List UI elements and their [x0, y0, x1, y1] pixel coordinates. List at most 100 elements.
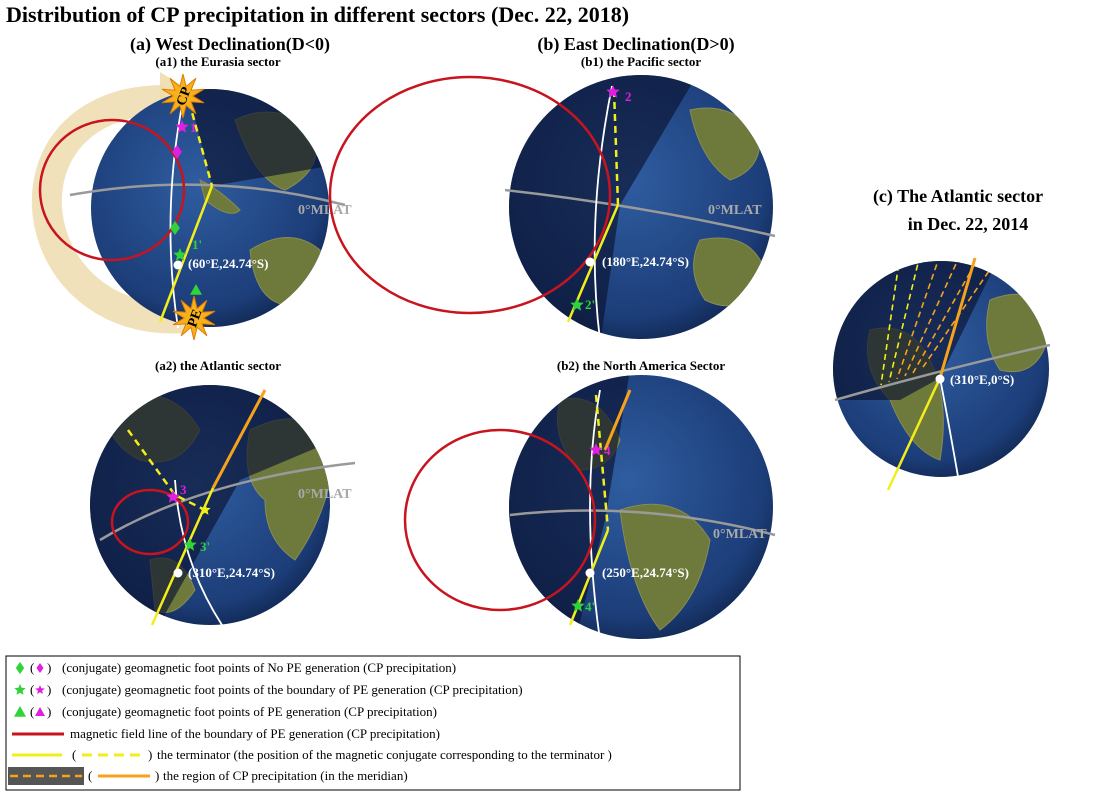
cp-meridian — [603, 389, 632, 451]
foot-point — [175, 120, 189, 133]
point-label: 4 — [604, 443, 611, 458]
location-label: (310°E,24.74°S) — [188, 565, 275, 580]
globe-surface — [90, 385, 330, 625]
meridian — [939, 377, 961, 489]
legend-paren: ( — [30, 660, 34, 675]
panel-heading: (a) West Declination(D<0) — [130, 34, 330, 55]
foot-point — [570, 298, 584, 311]
foot-point — [183, 538, 197, 551]
legend-symbol — [14, 706, 26, 717]
field-line — [328, 75, 612, 315]
legend-paren: ) — [148, 747, 152, 762]
continent — [619, 503, 711, 631]
mlat-line — [504, 188, 776, 238]
foot-point — [166, 490, 180, 503]
point-label: 4' — [585, 599, 595, 614]
point-label: 2' — [585, 297, 595, 312]
legend-box — [5, 655, 741, 791]
location-dot — [585, 257, 595, 267]
mlat-line — [509, 509, 776, 537]
foot-point — [199, 504, 211, 515]
point-label: 3' — [200, 539, 210, 554]
foot-point — [172, 145, 182, 159]
mlat-label: 0°MLAT — [708, 203, 762, 218]
sector-label: (b2) the North America Sector — [557, 358, 725, 373]
terminator — [158, 185, 214, 323]
meridian — [593, 85, 613, 341]
cp-region-line — [904, 261, 961, 377]
foot-point — [190, 284, 202, 295]
legend-text: (conjugate) geomagnetic foot points of t… — [62, 682, 523, 697]
legend-paren: ( — [72, 747, 76, 762]
legend-paren: ( — [30, 682, 34, 697]
cp-region-line — [888, 261, 921, 383]
foot-point — [173, 248, 187, 261]
title: Distribution of CP precipitation in diff… — [6, 2, 629, 27]
legend-symbol — [15, 662, 25, 674]
cp-meridian — [938, 257, 977, 379]
point-label: 1' — [192, 237, 202, 252]
legend-text: magnetic field line of the boundary of P… — [70, 726, 440, 741]
legend-text: (conjugate) geomagnetic foot points of P… — [62, 704, 437, 719]
location-label: (310°E,0°S) — [950, 372, 1014, 387]
legend-text: the region of CP precipitation (in the m… — [163, 768, 408, 783]
panel-heading: (b) East Declination(D>0) — [537, 34, 734, 55]
legend-paren: ) — [47, 660, 51, 675]
meridian — [589, 389, 601, 641]
mlat-line — [69, 183, 346, 207]
location-label: (180°E,24.74°S) — [602, 254, 689, 269]
flow-arrow — [31, 85, 187, 334]
mlat-label: 0°MLAT — [298, 203, 352, 218]
globe-surface — [833, 261, 1049, 461]
foot-point — [170, 221, 180, 235]
sector-label: (b1) the Pacific sector — [581, 54, 701, 69]
point-label: 1 — [190, 120, 197, 135]
night-side — [509, 75, 700, 339]
panel-heading: (c) The Atlantic sector — [873, 186, 1043, 207]
legend-symbol — [14, 684, 26, 695]
field-line — [403, 428, 597, 612]
legend-swatch — [8, 767, 84, 785]
meridian — [169, 89, 186, 329]
starburst — [161, 73, 205, 119]
field-line — [38, 118, 186, 262]
legend-text: the terminator (the position of the magn… — [157, 747, 612, 762]
location-label: (60°E,24.74°S) — [188, 256, 268, 271]
legend-paren: ) — [155, 768, 159, 783]
location-dot — [173, 568, 183, 578]
night-side — [833, 261, 1000, 400]
cp-region-line — [896, 261, 941, 380]
cp-meridian — [211, 389, 267, 489]
mlat-label: 0°MLAT — [298, 487, 352, 502]
terminator — [886, 377, 942, 491]
starburst-label: PE — [185, 308, 205, 330]
mlat-label: 0°MLAT — [713, 527, 767, 542]
globe-surface — [509, 75, 766, 339]
foot-point — [589, 443, 603, 456]
foot-point — [571, 599, 585, 612]
legend-paren: ( — [30, 704, 34, 719]
night-side — [90, 385, 330, 625]
terminator-conjugate — [126, 429, 206, 512]
starburst-label: CP — [174, 85, 195, 108]
legend-symbol — [35, 685, 45, 694]
legend-symbol — [36, 663, 44, 673]
terminator-conjugate — [594, 394, 610, 531]
location-dot — [935, 374, 945, 384]
cp-region-line — [920, 261, 1001, 371]
starburst — [172, 295, 216, 341]
point-label: 2 — [625, 89, 632, 104]
legend-paren: ) — [47, 682, 51, 697]
point-label: 3 — [180, 482, 187, 497]
legend-symbol — [35, 707, 45, 716]
cp-region-line — [880, 261, 901, 386]
sector-label: (a2) the Atlantic sector — [155, 358, 281, 373]
legend-paren: ) — [47, 704, 51, 719]
mlat-line — [99, 461, 356, 542]
foot-point — [606, 85, 620, 98]
location-dot — [173, 260, 183, 270]
sector-label: (a1) the Eurasia sector — [155, 54, 281, 69]
continent — [689, 107, 761, 181]
legend-text: (conjugate) geomagnetic foot points of N… — [62, 660, 456, 675]
